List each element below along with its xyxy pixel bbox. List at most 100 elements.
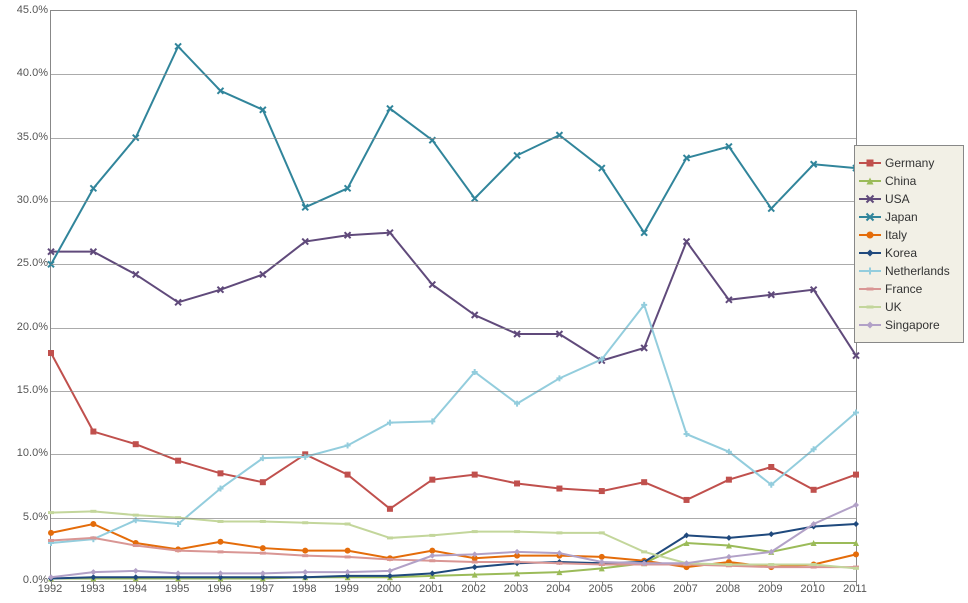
y-axis-label: 15.0% xyxy=(4,384,48,396)
diamond-icon xyxy=(864,247,876,259)
triangle-icon xyxy=(864,175,876,187)
legend-item: Singapore xyxy=(859,318,959,332)
series-marker xyxy=(641,479,647,485)
square-icon xyxy=(864,157,876,169)
series-marker xyxy=(133,441,139,447)
gridline xyxy=(51,391,856,392)
series-marker xyxy=(175,570,181,576)
y-axis-label: 5.0% xyxy=(4,511,48,523)
series-marker xyxy=(345,548,351,554)
legend-item: France xyxy=(859,282,959,296)
y-axis-label: 20.0% xyxy=(4,321,48,333)
gridline xyxy=(51,518,856,519)
plus-icon xyxy=(864,265,876,277)
gridline xyxy=(51,74,856,75)
y-axis-label: 25.0% xyxy=(4,257,48,269)
x-axis-label: 2002 xyxy=(461,583,485,595)
plot-area xyxy=(50,10,857,582)
series-marker xyxy=(90,185,96,191)
x-axis-label: 1998 xyxy=(292,583,316,595)
dash-icon xyxy=(864,283,876,295)
series-marker xyxy=(217,470,223,476)
series-marker xyxy=(217,539,223,545)
gridline xyxy=(51,264,856,265)
legend-label: Germany xyxy=(885,156,934,170)
x-axis-label: 2011 xyxy=(843,583,867,595)
legend-item: Germany xyxy=(859,156,959,170)
legend-swatch xyxy=(859,234,881,236)
gridline xyxy=(51,454,856,455)
series-marker xyxy=(641,230,647,236)
legend-swatch xyxy=(859,198,881,200)
series-marker xyxy=(472,564,478,570)
series-marker xyxy=(260,570,266,576)
series-marker xyxy=(48,530,54,536)
series-marker xyxy=(726,554,732,560)
legend-label: UK xyxy=(885,300,902,314)
series-marker xyxy=(811,487,817,493)
line-layer xyxy=(51,11,856,581)
series-marker xyxy=(387,506,393,512)
series-marker xyxy=(429,553,435,559)
legend-label: Japan xyxy=(885,210,918,224)
legend-swatch xyxy=(859,270,881,272)
x-axis-label: 1999 xyxy=(334,583,358,595)
series-marker xyxy=(302,548,308,554)
legend-label: Italy xyxy=(885,228,907,242)
series-marker xyxy=(726,535,732,541)
legend-swatch xyxy=(859,180,881,182)
series-marker xyxy=(48,350,54,356)
legend-swatch xyxy=(859,288,881,290)
x-axis-label: 1992 xyxy=(38,583,62,595)
series-marker xyxy=(556,486,562,492)
series-marker xyxy=(514,480,520,486)
series-marker xyxy=(260,479,266,485)
y-axis-label: 30.0% xyxy=(4,194,48,206)
series-marker xyxy=(768,464,774,470)
series-marker xyxy=(599,165,605,171)
series-marker xyxy=(345,472,351,478)
legend-item: Italy xyxy=(859,228,959,242)
series-marker xyxy=(853,521,859,527)
gridline xyxy=(51,328,856,329)
x-axis-label: 2001 xyxy=(419,583,443,595)
chart-container: GermanyChinaUSAJapanItalyKoreaNetherland… xyxy=(0,0,968,603)
x-axis-label: 1993 xyxy=(80,583,104,595)
series-marker xyxy=(217,570,223,576)
dash-icon xyxy=(864,301,876,313)
x-axis-label: 2005 xyxy=(589,583,613,595)
legend-swatch xyxy=(859,162,881,164)
legend-label: China xyxy=(885,174,916,188)
series-marker xyxy=(387,568,393,574)
series-marker xyxy=(345,569,351,575)
series-marker xyxy=(726,477,732,483)
series-line-usa xyxy=(51,233,856,361)
legend-label: Korea xyxy=(885,246,917,260)
gridline xyxy=(51,138,856,139)
y-axis-label: 10.0% xyxy=(4,447,48,459)
x-axis-label: 2009 xyxy=(758,583,782,595)
y-axis-label: 45.0% xyxy=(4,4,48,16)
series-marker xyxy=(768,206,774,212)
legend-label: France xyxy=(885,282,922,296)
legend-item: Japan xyxy=(859,210,959,224)
x-axis-label: 2000 xyxy=(377,583,401,595)
series-line-japan xyxy=(51,46,856,264)
series-marker xyxy=(302,569,308,575)
legend-label: Singapore xyxy=(885,318,940,332)
x-axis-label: 1997 xyxy=(250,583,274,595)
legend-item: Korea xyxy=(859,246,959,260)
x-axis-label: 1996 xyxy=(207,583,231,595)
x-icon xyxy=(864,211,876,223)
series-marker xyxy=(90,569,96,575)
series-marker xyxy=(853,551,859,557)
series-marker xyxy=(90,521,96,527)
series-line-uk xyxy=(51,511,856,568)
legend-item: USA xyxy=(859,192,959,206)
x-axis-label: 2006 xyxy=(631,583,655,595)
legend-item: China xyxy=(859,174,959,188)
legend-swatch xyxy=(859,324,881,326)
x-axis-label: 2003 xyxy=(504,583,528,595)
x-axis-label: 2007 xyxy=(673,583,697,595)
series-line-netherlands xyxy=(51,305,856,543)
